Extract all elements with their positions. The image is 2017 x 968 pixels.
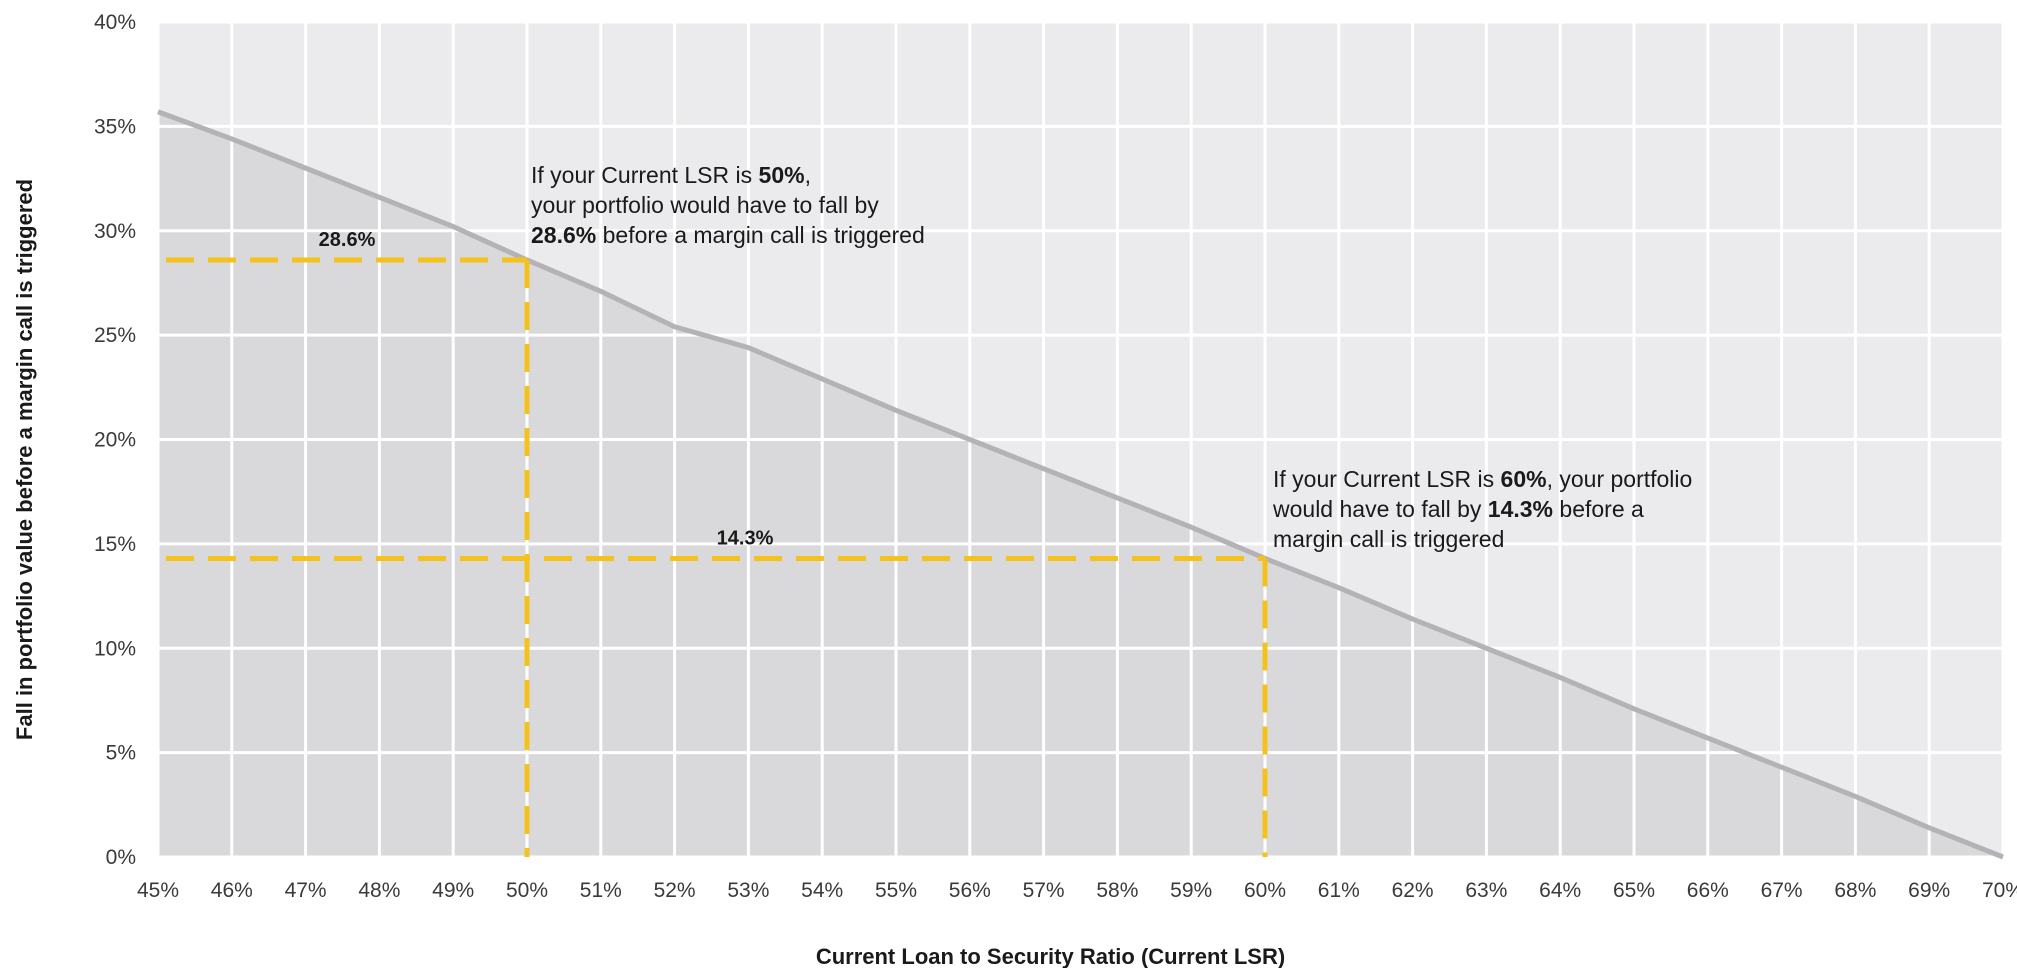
y-axis-ticks: 0% 5% 10% 15% 20% 25% 30% 35% 40%	[94, 11, 136, 869]
x-tick-label: 52%	[654, 879, 696, 902]
x-tick-label: 59%	[1170, 879, 1212, 902]
x-tick-label: 51%	[580, 879, 622, 902]
x-tick-label: 69%	[1908, 879, 1950, 902]
x-axis-ticks: 45% 46% 47% 48% 49% 50% 51% 52% 53% 54% 55% 56% 57% 5…	[137, 879, 2017, 902]
marker-label: 28.6%	[319, 229, 376, 251]
x-tick-label: 62%	[1392, 879, 1434, 902]
x-tick-label: 49%	[432, 879, 474, 902]
y-tick-label: 10%	[94, 637, 136, 660]
x-tick-label: 57%	[1023, 879, 1065, 902]
x-tick-label: 53%	[727, 879, 769, 902]
x-tick-label: 70%	[1982, 879, 2017, 902]
y-tick-label: 35%	[94, 115, 136, 138]
x-tick-label: 60%	[1244, 879, 1286, 902]
annotation-text: If your Current LSR is 60%, your portfol…	[1272, 466, 1692, 552]
y-tick-label: 25%	[94, 324, 136, 347]
y-tick-label: 5%	[106, 742, 136, 765]
grid	[156, 20, 2005, 859]
x-tick-label: 64%	[1539, 879, 1581, 902]
x-tick-label: 47%	[285, 879, 327, 902]
y-tick-label: 30%	[94, 220, 136, 243]
y-tick-label: 40%	[94, 11, 136, 34]
x-tick-label: 58%	[1096, 879, 1138, 902]
series-line	[157, 109, 2004, 860]
marker-guides: 28.6% 14.3%	[166, 229, 1268, 857]
y-tick-label: 20%	[94, 429, 136, 452]
marker-label: 14.3%	[717, 527, 774, 549]
x-tick-label: 61%	[1318, 879, 1360, 902]
annotation-text: If your Current LSR is 50%, your portfoli…	[531, 162, 925, 248]
x-tick-label: 66%	[1687, 879, 1729, 902]
x-tick-label: 50%	[506, 879, 548, 902]
annotations: If your Current LSR is 50%, your portfoli…	[531, 162, 1692, 552]
x-tick-label: 55%	[875, 879, 917, 902]
y-axis-title: Fall in portfolio value before a margin …	[12, 179, 37, 740]
x-tick-label: 65%	[1613, 879, 1655, 902]
x-tick-label: 67%	[1761, 879, 1803, 902]
x-tick-label: 45%	[137, 879, 179, 902]
x-tick-label: 48%	[358, 879, 400, 902]
y-tick-label: 0%	[106, 846, 136, 869]
x-tick-label: 56%	[949, 879, 991, 902]
x-tick-label: 63%	[1465, 879, 1507, 902]
x-tick-label: 68%	[1834, 879, 1876, 902]
x-tick-label: 54%	[801, 879, 843, 902]
y-tick-label: 15%	[94, 533, 136, 556]
x-tick-label: 46%	[211, 879, 253, 902]
x-axis-title: Current Loan to Security Ratio (Current …	[816, 944, 1285, 968]
